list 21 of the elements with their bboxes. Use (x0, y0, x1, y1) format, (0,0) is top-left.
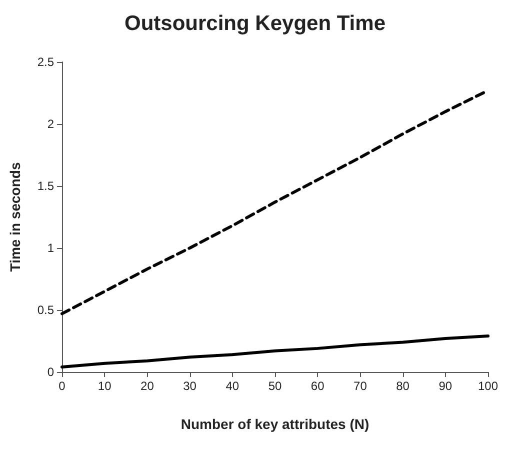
x-tick-label: 30 (183, 379, 197, 393)
chart-title: Outsourcing Keygen Time (124, 12, 386, 35)
x-tick-label: 100 (478, 379, 498, 393)
x-tick-label: 10 (98, 379, 112, 393)
x-tick-label: 60 (310, 379, 325, 393)
x-tick-label: 40 (226, 379, 240, 393)
x-tick-label: 0 (58, 379, 66, 393)
y-tick-label: 2 (47, 117, 54, 131)
x-tick-label: 90 (438, 379, 452, 393)
y-axis-title: Time in seconds (7, 162, 23, 272)
x-tick-label: 80 (396, 379, 410, 393)
line-series (60, 334, 490, 369)
x-axis-title: Number of key attributes (N) (180, 416, 370, 432)
y-tick-label: 1.5 (37, 179, 54, 193)
y-tick-label: 2.5 (37, 55, 54, 69)
x-tick-label: 50 (268, 379, 282, 393)
x-tick-label: 20 (140, 379, 154, 393)
x-tick-label: 70 (354, 379, 368, 393)
y-tick-label: 1 (47, 241, 54, 255)
y-tick-label: 0 (47, 365, 54, 379)
y-tick-label: 0.5 (37, 303, 54, 317)
